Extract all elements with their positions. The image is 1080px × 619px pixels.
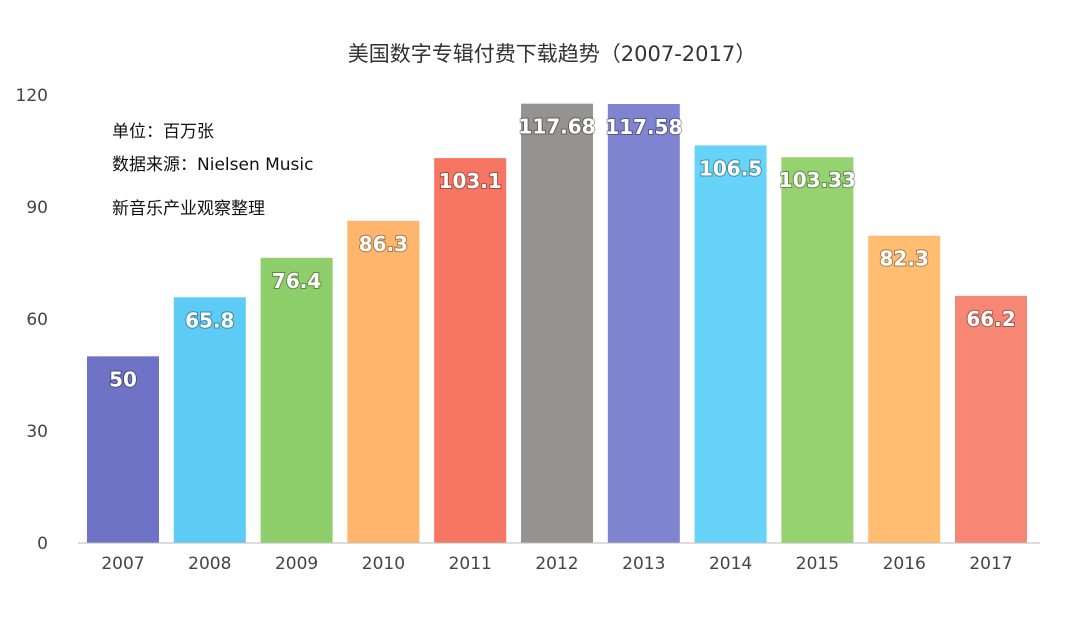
bar-2007 (87, 356, 159, 543)
bar-value-label: 103.1 (439, 169, 502, 193)
bar-2008 (173, 297, 246, 543)
x-tick-label: 2013 (622, 554, 665, 574)
x-tick-label: 2008 (188, 554, 231, 574)
bar-value-label: 103.33 (779, 168, 856, 192)
note-compiled-by: 新音乐产业观察整理 (112, 199, 265, 219)
bar-value-label: 106.5 (699, 156, 762, 180)
y-tick-label: 90 (26, 198, 48, 218)
x-tick-label: 2015 (796, 554, 839, 574)
x-tick-label: 2012 (535, 554, 578, 574)
bar-2011 (434, 158, 507, 544)
bar-value-label: 82.3 (880, 247, 929, 271)
y-tick-label: 120 (16, 86, 48, 106)
y-tick-label: 60 (26, 310, 48, 330)
x-tick-label: 2010 (362, 554, 405, 574)
x-tick-label: 2017 (969, 554, 1012, 574)
note-unit: 单位：百万张 (112, 122, 214, 142)
x-tick-label: 2007 (101, 554, 144, 574)
bar-2015 (781, 157, 854, 543)
note-source: 数据来源：Nielsen Music (112, 155, 314, 175)
x-tick-label: 2011 (449, 554, 492, 574)
bar-2017 (955, 295, 1027, 543)
bar-value-label: 65.8 (185, 308, 234, 332)
bar-value-label: 50 (109, 367, 137, 391)
bar-2012 (521, 103, 593, 544)
bar-value-label: 86.3 (359, 232, 408, 256)
bar-2013 (607, 104, 680, 543)
x-tick-label: 2016 (883, 554, 926, 574)
bar-2014 (694, 145, 767, 543)
bar-2009 (260, 257, 333, 543)
x-tick-label: 2014 (709, 554, 752, 574)
y-tick-label: 30 (26, 422, 48, 442)
bar-2010 (347, 220, 420, 543)
bar-value-label: 76.4 (272, 269, 321, 293)
x-tick-label: 2009 (275, 554, 318, 574)
bar-value-label: 117.58 (605, 115, 682, 139)
y-tick-label: 0 (37, 534, 48, 554)
chart-title: 美国数字专辑付费下载趋势（2007-2017） (348, 42, 756, 66)
bar-2016 (868, 235, 941, 543)
bar-value-label: 66.2 (966, 307, 1015, 331)
bar-value-label: 117.68 (518, 115, 595, 139)
